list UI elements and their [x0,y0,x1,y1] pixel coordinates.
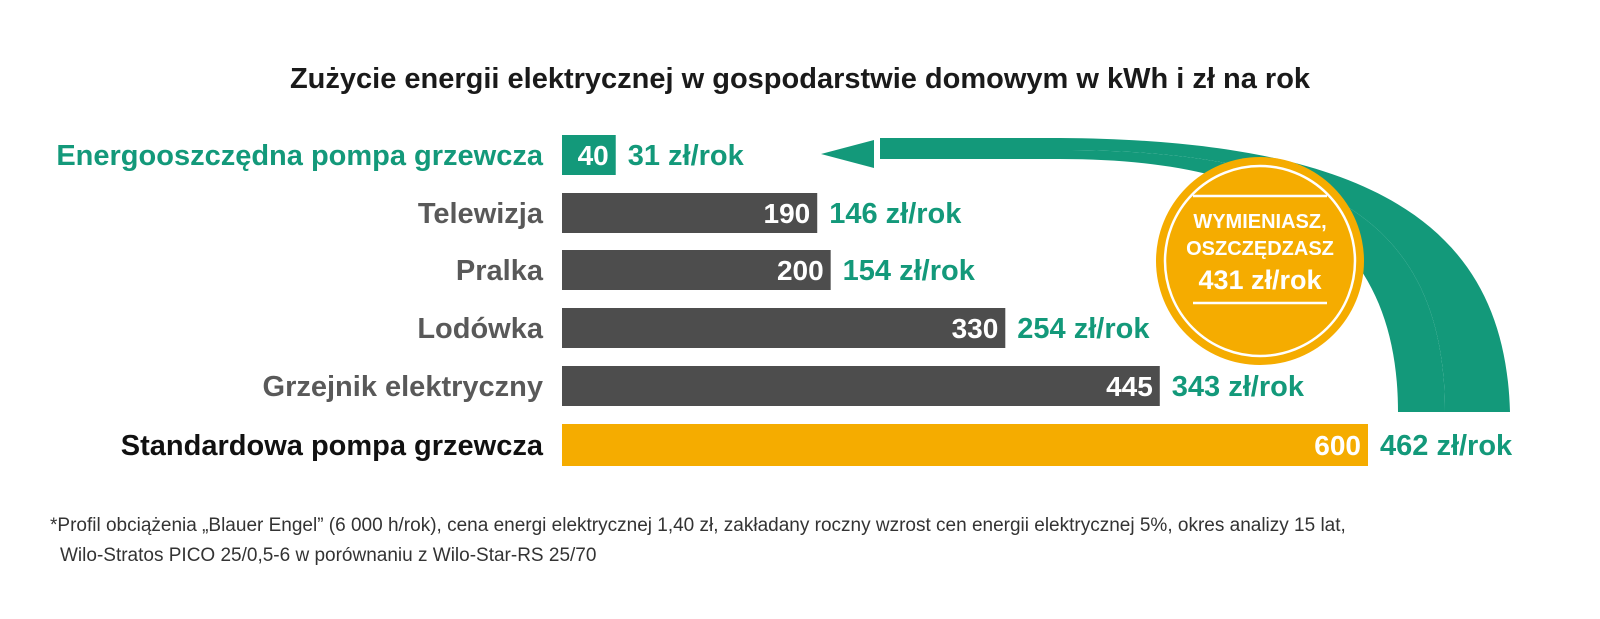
chart-title: Zużycie energii elektrycznej w gospodars… [290,63,1311,95]
footnote-line-1: *Profil obciążenia „Blauer Engel” (6 000… [50,515,1346,536]
bar-value-label: 600 [1314,430,1361,461]
bars-group: Energooszczędna pompa grzewcza 40 31 zł/ro… [56,135,1513,466]
category-label: Grzejnik elektryczny [263,371,543,403]
bar-value-label: 40 [578,140,609,171]
bar-value-label: 200 [777,255,824,286]
savings-badge: WYMIENIASZ, OSZCZĘDZASZ 431 zł/rok [1156,157,1364,365]
bar-value-label: 190 [764,198,811,229]
category-label: Standardowa pompa grzewcza [121,430,544,462]
bar [562,308,1006,348]
category-label: Telewizja [418,198,544,230]
cost-label: 146 zł/rok [829,198,962,230]
category-label: Energooszczędna pompa grzewcza [56,140,544,172]
bar [562,135,616,175]
bar [562,250,831,290]
bar [562,424,1368,466]
category-label: Lodówka [417,313,544,345]
badge-line-2: OSZCZĘDZASZ [1186,238,1334,260]
cost-label: 31 zł/rok [628,140,745,172]
badge-line-3: 431 zł/rok [1198,265,1322,295]
bar-value-label: 330 [952,313,999,344]
bar [562,193,818,233]
arrow-head-icon [821,140,874,168]
category-label: Pralka [456,255,544,287]
cost-label: 462 zł/rok [1380,430,1513,462]
footnote-line-2: Wilo-Stratos PICO 25/0,5-6 w porównaniu … [60,545,596,566]
cost-label: 343 zł/rok [1172,371,1305,403]
bar-value-label: 445 [1106,371,1153,402]
savings-arrow-outer [880,138,1510,412]
bar [562,366,1160,406]
cost-label: 254 zł/rok [1017,313,1150,345]
cost-label: 154 zł/rok [843,255,976,287]
badge-line-1: WYMIENIASZ, [1193,211,1326,233]
